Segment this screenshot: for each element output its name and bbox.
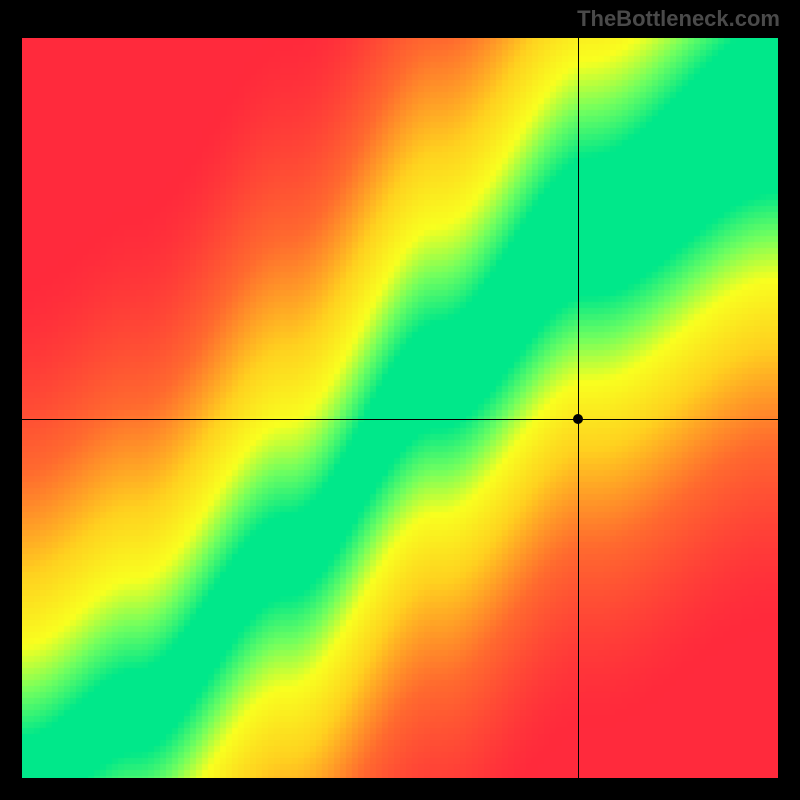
crosshair-marker-dot xyxy=(573,414,583,424)
heatmap-canvas xyxy=(22,38,778,778)
crosshair-vertical xyxy=(578,38,579,778)
watermark: TheBottleneck.com xyxy=(577,6,780,32)
bottleneck-heatmap-chart xyxy=(22,38,778,778)
crosshair-horizontal xyxy=(22,419,778,420)
